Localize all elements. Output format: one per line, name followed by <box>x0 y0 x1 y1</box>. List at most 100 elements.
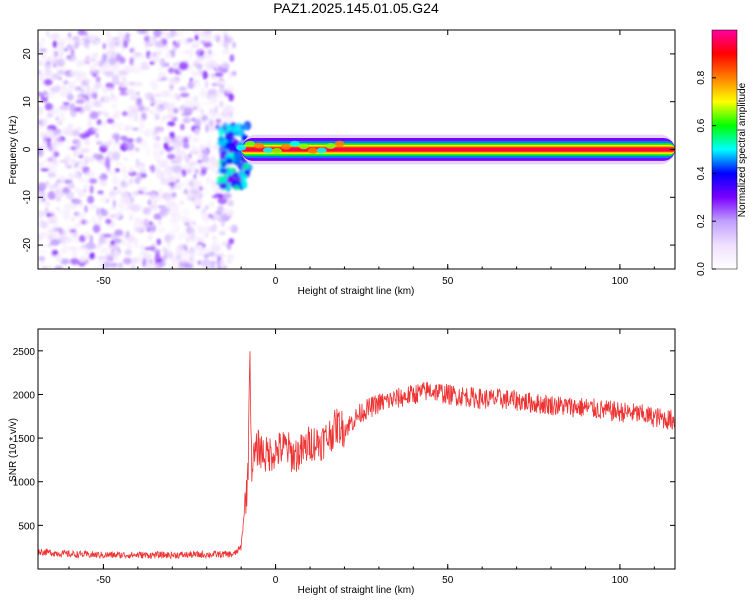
noise-blob <box>51 249 59 256</box>
noise-blob <box>182 117 191 124</box>
colorbar-tick-label: 0.0 <box>696 262 707 276</box>
noise-blob <box>163 168 170 173</box>
noise-blob <box>176 30 185 37</box>
noise-blob <box>148 211 152 216</box>
noise-blob <box>139 125 144 135</box>
noise-blob <box>120 135 128 141</box>
noise-blob <box>48 110 52 117</box>
noise-blob <box>137 253 142 261</box>
carrier-wiggle <box>307 147 318 154</box>
noise-blob <box>168 82 174 92</box>
noise-blob <box>185 249 196 254</box>
noise-blob <box>119 92 128 96</box>
noise-blob <box>163 102 173 110</box>
noise-blob <box>197 252 205 257</box>
cluster-blob <box>229 125 240 133</box>
noise-blob <box>129 57 134 66</box>
noise-blob <box>46 30 50 36</box>
y-tick-label: 1500 <box>13 434 36 445</box>
noise-blob <box>218 39 224 47</box>
noise-blob <box>180 111 191 117</box>
noise-blob <box>192 235 201 244</box>
noise-blob <box>167 230 176 236</box>
noise-blob <box>167 121 176 127</box>
cluster-blob <box>226 157 234 165</box>
noise-blob <box>211 256 220 260</box>
noise-blob <box>63 203 71 212</box>
noise-blob <box>148 36 154 42</box>
noise-blob <box>64 37 74 43</box>
noise-blob <box>194 48 205 52</box>
noise-blob <box>152 224 156 233</box>
noise-blob <box>38 262 42 268</box>
carrier-band-layer <box>241 148 675 151</box>
noise-blob <box>81 166 88 170</box>
noise-blob <box>38 212 42 217</box>
noise-blob <box>101 142 111 149</box>
noise-blob <box>89 234 94 244</box>
noise-blob <box>129 178 134 185</box>
noise-blob <box>39 250 48 253</box>
noise-blob <box>128 96 133 101</box>
noise-blob <box>192 30 200 34</box>
noise-blob <box>132 118 140 122</box>
noise-blob <box>214 72 224 78</box>
noise-blob <box>222 49 230 55</box>
spectrogram-x-label: Height of straight line (km) <box>298 286 415 297</box>
carrier-wiggle <box>254 142 265 149</box>
noise-blob <box>67 226 71 232</box>
noise-blob <box>48 236 53 240</box>
noise-blob <box>200 236 205 245</box>
snr-series-line <box>38 351 675 560</box>
noise-blob <box>73 149 78 158</box>
noise-blob <box>167 153 176 160</box>
noise-blob <box>209 88 218 98</box>
noise-blob <box>55 37 66 44</box>
snr-x-ticks: -50 0 50 100 <box>68 329 655 586</box>
noise-blob <box>71 216 75 222</box>
noise-blob <box>194 118 202 128</box>
noise-blob <box>109 253 115 257</box>
noise-blob <box>185 235 191 244</box>
noise-blob <box>232 41 237 49</box>
noise-blob <box>201 208 206 214</box>
carrier-wiggle <box>289 140 300 147</box>
noise-blob <box>172 107 179 114</box>
noise-blob <box>58 118 64 123</box>
noise-blob <box>202 70 208 80</box>
noise-blob <box>127 112 131 121</box>
noise-blob <box>120 200 131 205</box>
noise-blob <box>45 115 49 123</box>
noise-blob <box>143 190 147 196</box>
noise-blob <box>91 58 96 62</box>
noise-blob <box>92 100 102 107</box>
noise-blob <box>57 210 66 214</box>
noise-blob <box>47 137 52 144</box>
cluster-blob <box>219 183 228 189</box>
noise-blob <box>77 159 86 165</box>
noise-blob <box>122 157 129 161</box>
noise-blob <box>50 239 60 246</box>
noise-blob <box>176 39 181 45</box>
noise-blob <box>49 209 55 215</box>
noise-blob <box>149 108 154 115</box>
noise-blob <box>192 199 203 207</box>
noise-blob <box>52 213 59 222</box>
noise-blob <box>102 174 108 180</box>
noise-blob <box>103 233 113 238</box>
noise-blob <box>121 111 129 117</box>
noise-blob <box>130 107 139 115</box>
noise-blob <box>175 155 182 164</box>
noise-blob <box>74 40 79 49</box>
noise-blob <box>95 76 101 83</box>
noise-blob <box>55 207 61 212</box>
noise-blob <box>196 159 203 163</box>
noise-blob <box>61 246 67 255</box>
noise-blob <box>124 249 133 256</box>
noise-blob <box>105 198 110 204</box>
noise-blob <box>160 76 168 81</box>
noise-blob <box>121 166 127 175</box>
noise-blob <box>163 31 173 36</box>
noise-blob <box>84 205 88 213</box>
noise-blob <box>47 171 57 178</box>
